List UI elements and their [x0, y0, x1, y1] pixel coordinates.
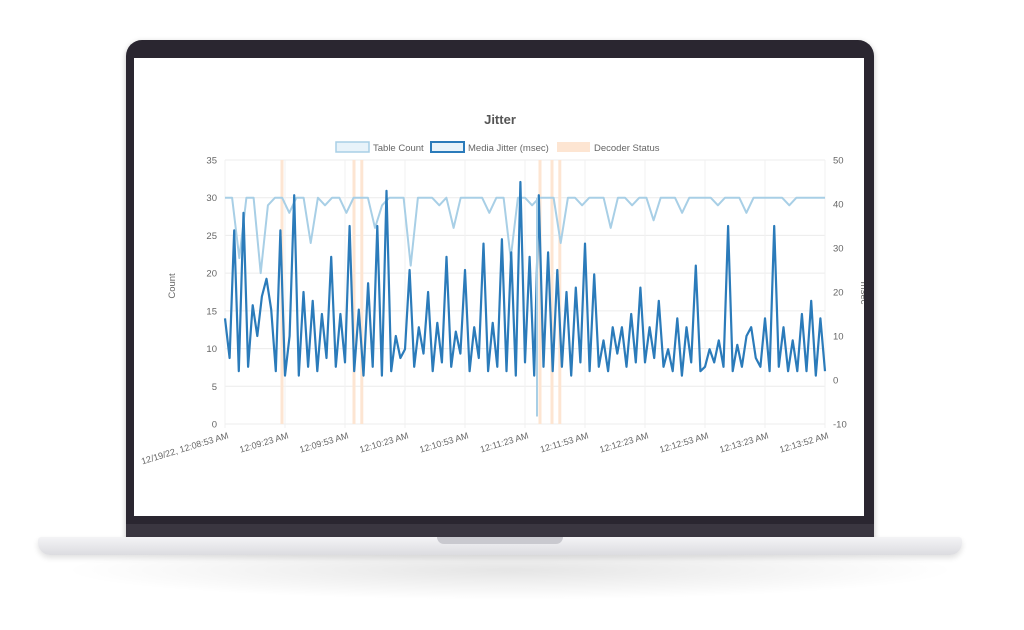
laptop-screen: Jitter Table Count Media Jitter (msec) D… [134, 58, 864, 516]
y-left-tick-label: 25 [206, 231, 217, 242]
media-jitter-line [223, 180, 827, 377]
y-axis-right-label: msec [858, 282, 864, 305]
legend-label-media-jitter: Media Jitter (msec) [468, 143, 549, 154]
y-axis-right-ticks: -10 0 10 20 30 40 50 [833, 156, 847, 431]
x-tick-label: 12:11:53 AM [539, 430, 590, 454]
x-tick-label: 12:13:52 AM [778, 430, 829, 454]
y-left-tick-label: 35 [206, 156, 217, 167]
y-right-tick-label: -10 [833, 420, 847, 431]
legend-swatch-decoder-status [557, 142, 590, 152]
x-tick-label: 12:12:53 AM [658, 430, 709, 454]
laptop-bezel-bottom [126, 524, 874, 538]
legend-label-decoder-status: Decoder Status [594, 143, 660, 154]
y-right-tick-label: 30 [833, 244, 844, 255]
y-left-tick-label: 0 [212, 420, 217, 431]
y-axis-left-ticks: 0 5 10 15 20 25 30 35 [206, 156, 217, 431]
laptop-base [38, 537, 962, 555]
y-right-tick-label: 40 [833, 200, 844, 211]
legend: Table Count Media Jitter (msec) Decoder … [335, 141, 660, 154]
table-count-line [225, 196, 825, 275]
y-left-tick-label: 5 [212, 382, 217, 393]
legend-item-decoder-status[interactable]: Decoder Status [557, 142, 660, 154]
y-right-tick-label: 0 [833, 376, 838, 387]
y-left-tick-label: 10 [206, 344, 217, 355]
decoder-status-band [558, 160, 562, 424]
legend-swatch-media-jitter [430, 141, 465, 153]
x-tick-label: 12/19/22, 12:08:53 AM [140, 430, 230, 466]
x-tick-label: 12:11:23 AM [479, 430, 530, 454]
y-axis-left-label: Count [167, 273, 178, 299]
decoder-status-band [352, 160, 356, 424]
jitter-chart: Jitter Table Count Media Jitter (msec) D… [140, 112, 864, 466]
decoder-status-band [360, 160, 364, 424]
decoder-status-band [550, 160, 554, 424]
chart-title: Jitter [484, 112, 516, 127]
y-right-tick-label: 50 [833, 156, 844, 167]
y-right-tick-label: 10 [833, 332, 844, 343]
x-tick-label: 12:09:23 AM [238, 430, 289, 454]
y-left-tick-label: 20 [206, 269, 217, 280]
y-right-tick-label: 20 [833, 288, 844, 299]
series-lines [223, 180, 827, 417]
y-left-tick-label: 30 [206, 193, 217, 204]
x-tick-label: 12:10:53 AM [418, 430, 469, 454]
decoder-status-band [538, 160, 542, 424]
laptop-notch [437, 537, 563, 544]
x-tick-label: 12:12:23 AM [598, 430, 649, 454]
grid [224, 159, 826, 428]
legend-item-table-count[interactable]: Table Count [335, 141, 424, 154]
y-left-tick-label: 15 [206, 306, 217, 317]
legend-label-table-count: Table Count [373, 143, 424, 154]
legend-swatch-table-count [335, 141, 370, 153]
x-axis-ticks: 12/19/22, 12:08:53 AM 12:09:23 AM 12:09:53… [140, 430, 830, 466]
x-tick-label: 12:10:23 AM [358, 430, 409, 454]
legend-item-media-jitter[interactable]: Media Jitter (msec) [430, 141, 549, 154]
x-tick-label: 12:13:23 AM [718, 430, 769, 454]
x-tick-label: 12:09:53 AM [298, 430, 349, 454]
